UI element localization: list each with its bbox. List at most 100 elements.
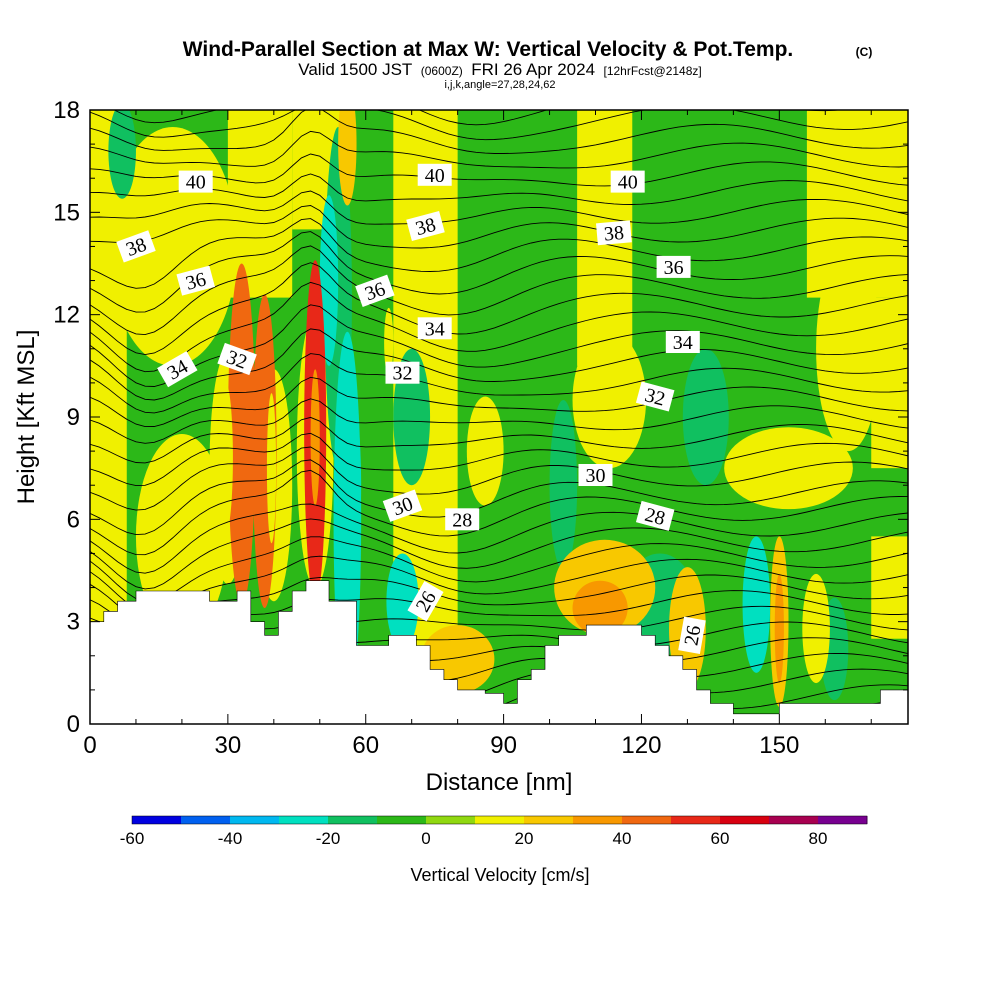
vertical-velocity-fill	[90, 110, 908, 724]
theta-contour-line	[90, 555, 908, 614]
contour-label-text: 32	[393, 363, 413, 385]
contour-label-box	[445, 508, 480, 531]
colorbar-tick-label: -40	[218, 829, 243, 848]
y-tick-label: 0	[67, 711, 80, 738]
theta-contour-label: 40	[417, 163, 452, 187]
theta-contour-line	[90, 0, 908, 26]
x-tick-label: 60	[352, 732, 379, 759]
contour-label-box	[116, 230, 156, 263]
theta-contour-line	[90, 574, 908, 624]
theta-contour-line	[90, 503, 908, 574]
velocity-region	[682, 348, 729, 486]
theta-contour-label: 38	[596, 220, 632, 246]
contour-label-box	[635, 381, 675, 412]
x-tick-label: 120	[621, 732, 661, 759]
theta-contour-label: 32	[217, 342, 257, 376]
contour-label-box	[407, 580, 444, 622]
colorbar-swatch	[328, 816, 378, 824]
subtitle-utc: (0600Z)	[421, 64, 463, 78]
velocity-region	[266, 393, 277, 544]
theta-contour-label: 34	[665, 331, 700, 354]
velocity-region	[108, 110, 136, 199]
theta-contour-line	[113, 110, 845, 126]
x-tick-label: 90	[490, 732, 517, 759]
contour-label-text: 30	[586, 465, 606, 487]
colorbar-swatch	[524, 816, 574, 824]
velocity-region	[871, 536, 908, 639]
contour-label-box	[385, 361, 420, 384]
contour-label-box	[656, 255, 691, 278]
contour-label-box	[417, 317, 452, 340]
velocity-region	[802, 573, 830, 684]
theta-contour-label: 38	[116, 230, 156, 263]
colorbar-swatch	[720, 816, 770, 824]
theta-contour-label: 32	[635, 381, 675, 412]
colorbar-label: Vertical Velocity [cm/s]	[410, 865, 589, 885]
theta-contour-label: 34	[417, 317, 452, 340]
theta-contour-line	[90, 353, 908, 414]
theta-contour-line	[90, 376, 908, 428]
chart-subtitle: Valid 1500 JST (0600Z) FRI 26 Apr 2024 […	[298, 60, 701, 79]
subtitle-valid-time: Valid 1500 JST	[298, 60, 412, 79]
theta-contour-label: 36	[355, 274, 395, 307]
theta-contour-label: 32	[385, 361, 420, 385]
velocity-region	[774, 573, 784, 684]
copyright-mark: (C)	[856, 45, 873, 59]
velocity-region	[342, 399, 362, 571]
theta-contour-line	[90, 173, 908, 205]
colorbar-swatch	[377, 816, 427, 824]
contour-label-box	[217, 342, 257, 376]
colorbar-swatch	[426, 816, 476, 824]
chart-title: Wind-Parallel Section at Max W: Vertical…	[183, 38, 794, 61]
colorbar-swatch	[769, 816, 819, 824]
contour-label-text: 36	[664, 257, 684, 279]
colorbar: -60 -40 -20 0 20 40 60 80	[120, 815, 868, 848]
velocity-region	[549, 399, 578, 571]
x-tick-label: 30	[215, 732, 242, 759]
y-tick-label: 12	[53, 302, 80, 329]
contour-label-text: 38	[603, 222, 625, 246]
contour-label-box	[678, 616, 706, 654]
theta-contour-label: 40	[610, 170, 645, 194]
y-tick-label: 18	[53, 97, 80, 124]
theta-contour-line	[90, 432, 908, 487]
colorbar-swatch	[230, 816, 280, 824]
theta-contour-line	[90, 0, 908, 2]
velocity-region	[572, 331, 647, 469]
theta-contour-line	[90, 518, 908, 590]
velocity-region	[466, 396, 504, 506]
theta-contour-line	[90, 110, 908, 141]
contour-label-box	[406, 210, 445, 242]
contour-label-box	[596, 220, 632, 246]
contour-label-box	[417, 163, 452, 186]
theta-contour-line	[90, 205, 908, 249]
velocity-region	[384, 307, 394, 377]
theta-contour-line	[90, 416, 908, 464]
theta-contour-label: 30	[578, 464, 613, 487]
contour-label-box	[178, 170, 213, 193]
theta-contour-line	[90, 218, 908, 289]
colorbar-frame	[131, 815, 868, 825]
theta-contour-label: 36	[656, 255, 691, 279]
theta-contour-line	[90, 398, 908, 444]
velocity-region	[135, 434, 228, 639]
contour-label-box	[355, 274, 395, 307]
velocity-region	[227, 110, 293, 298]
theta-contour-line	[90, 328, 908, 401]
theta-contour-line	[90, 469, 908, 556]
x-tick-label: 0	[83, 732, 96, 759]
colorbar-swatch	[181, 816, 231, 824]
contour-label-text: 26	[680, 624, 705, 648]
theta-contour-label: 28	[635, 500, 675, 531]
theta-contour-label: 30	[382, 489, 423, 522]
contour-label-box	[665, 331, 700, 353]
theta-contour-line	[90, 281, 908, 373]
colorbar-tick-label: 80	[809, 829, 828, 848]
colorbar-tick-label: -60	[120, 829, 145, 848]
velocity-region	[218, 382, 233, 533]
colorbar-tick-label: 60	[711, 829, 730, 848]
theta-contour-line	[90, 459, 908, 536]
theta-contour-line	[90, 110, 908, 154]
colorbar-tick-label: -20	[316, 829, 341, 848]
